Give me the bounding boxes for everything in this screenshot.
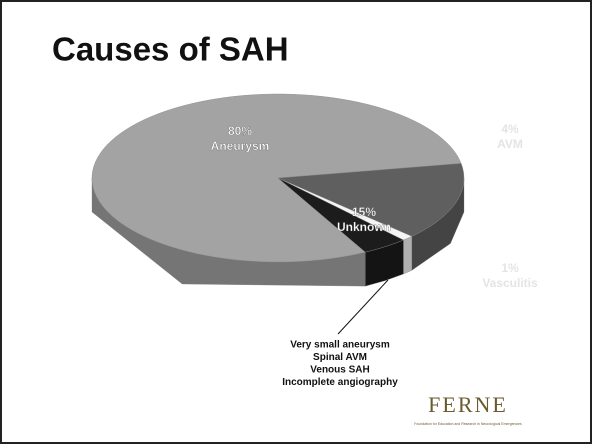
slice-category-label: Unknown	[337, 220, 391, 234]
annotation-line: Incomplete angiography	[282, 377, 398, 388]
slice-value-label: 1%	[501, 261, 519, 275]
slice-category-label: Vasculitis	[482, 276, 538, 290]
annotation-line: Spinal AVM	[313, 352, 367, 363]
logo-name: FERNE	[428, 392, 508, 417]
logo-subtitle: Foundation for Education and Research in…	[414, 422, 522, 426]
slice-value-label: 80%	[228, 124, 252, 138]
slice-value-label: 15%	[352, 205, 376, 219]
slice-value-label: 4%	[501, 122, 519, 136]
annotation-leader	[337, 279, 389, 335]
slice	[277, 163, 465, 237]
slice-category-label: AVM	[497, 137, 523, 151]
slice	[91, 93, 462, 263]
slice	[277, 177, 404, 253]
annotation-line: Very small aneurysm	[290, 340, 390, 351]
slide-title: Causes of SAH	[52, 31, 289, 68]
annotation-line: Venous SAH	[310, 365, 369, 376]
slice-side	[403, 236, 412, 275]
slice-category-label: Aneurysm	[211, 139, 270, 153]
